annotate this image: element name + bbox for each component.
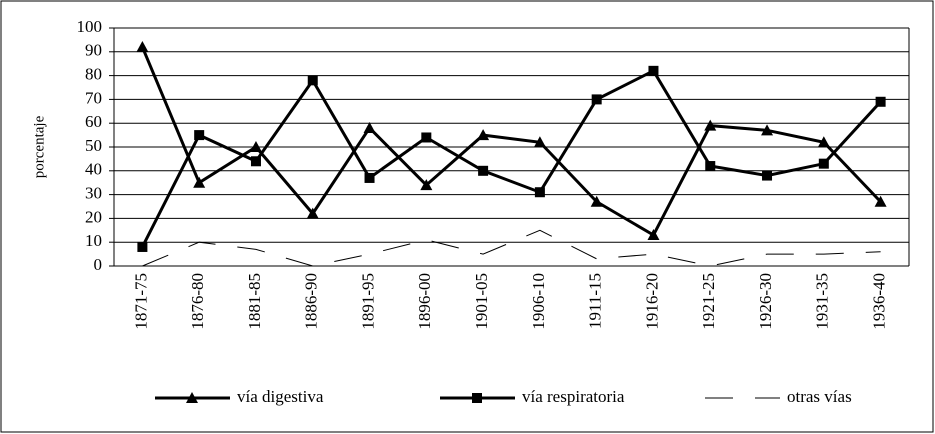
y-tick-label: 80 <box>85 65 102 84</box>
x-tick-label: 1891-95 <box>358 273 377 330</box>
x-tick-label: 1886-90 <box>302 273 321 330</box>
marker <box>364 172 375 183</box>
x-tick-label: 1906-10 <box>529 273 548 330</box>
y-tick-label: 100 <box>77 17 103 36</box>
marker <box>250 156 261 167</box>
y-tick-label: 10 <box>85 231 102 250</box>
x-tick-label: 1901-05 <box>472 273 491 330</box>
marker <box>478 165 489 176</box>
marker <box>421 132 432 143</box>
y-tick-label: 70 <box>85 88 102 107</box>
marker <box>533 136 546 148</box>
x-tick-label: 1936-40 <box>870 273 889 330</box>
series-line <box>141 46 882 238</box>
marker <box>874 195 887 207</box>
marker <box>420 179 433 191</box>
marker <box>534 187 545 198</box>
series-line <box>141 68 882 248</box>
y-tick-label: 0 <box>94 255 103 274</box>
marker <box>306 207 319 219</box>
marker <box>193 176 206 188</box>
marker <box>875 96 886 107</box>
x-tick-label: 1871-75 <box>131 273 150 330</box>
marker <box>249 141 262 152</box>
legend-label: vía respiratoria <box>522 387 625 406</box>
marker <box>186 392 198 403</box>
y-tick-label: 90 <box>85 41 102 60</box>
y-tick-label: 40 <box>85 160 102 179</box>
y-tick-label: 60 <box>85 112 102 131</box>
marker <box>363 121 376 133</box>
marker <box>648 65 659 76</box>
marker <box>137 241 148 252</box>
marker <box>590 195 603 207</box>
y-tick-label: 20 <box>85 207 102 226</box>
marker <box>472 393 482 403</box>
x-tick-label: 1911-15 <box>586 273 605 329</box>
marker <box>307 75 318 86</box>
x-tick-label: 1931-35 <box>813 273 832 330</box>
marker <box>477 129 490 141</box>
marker <box>817 136 830 148</box>
legend-label: vía digestiva <box>237 387 324 406</box>
marker <box>647 229 660 241</box>
marker <box>591 94 602 105</box>
marker <box>761 124 774 136</box>
x-tick-label: 1896-00 <box>415 273 434 330</box>
marker <box>705 161 716 172</box>
y-tick-label: 30 <box>85 184 102 203</box>
x-tick-label: 1921-25 <box>699 273 718 330</box>
marker <box>818 158 829 169</box>
y-axis-label: porcentaje <box>31 115 47 178</box>
marker <box>136 41 149 53</box>
x-tick-label: 1876-80 <box>188 273 207 330</box>
x-tick-label: 1881-85 <box>245 273 264 330</box>
marker <box>762 170 773 181</box>
x-tick-label: 1916-20 <box>642 273 661 330</box>
marker <box>704 119 717 131</box>
y-tick-label: 50 <box>85 136 102 155</box>
legend-label: otras vías <box>787 387 852 406</box>
marker <box>194 130 205 141</box>
x-tick-label: 1926-30 <box>756 273 775 330</box>
